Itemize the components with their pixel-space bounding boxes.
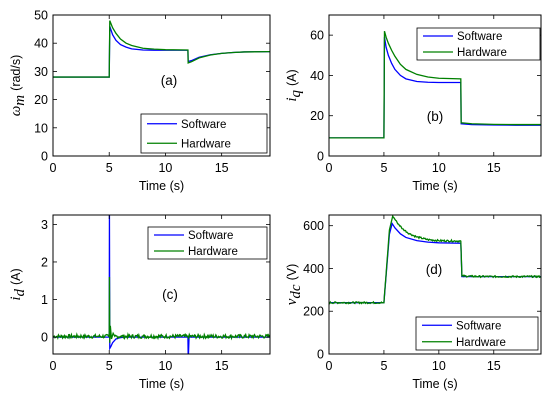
series-group [53, 20, 270, 78]
y-tick-label: 400 [303, 262, 324, 276]
chart-panel-d: 0 5 10 15 0 200 400 600 Time (s) vdc(V) (d) Softwar… [284, 214, 542, 391]
series-line-hardware [329, 30, 541, 139]
x-tick-label: 5 [380, 161, 387, 175]
x-axis-label: Time (s) [412, 179, 457, 193]
y-tick-label: 40 [310, 69, 324, 83]
legend-label-hardware: Hardware [456, 337, 506, 349]
x-tick-label: 0 [50, 359, 57, 373]
legend-box [147, 226, 268, 260]
legend-label-hardware: Hardware [188, 246, 238, 258]
axes-frame [52, 14, 271, 157]
legend: Software Hardware [140, 113, 268, 154]
series-line-hardware [53, 20, 270, 78]
y-axis-label: id(A) [8, 268, 28, 300]
axes-frame [328, 14, 542, 157]
y-tick-label: 20 [310, 109, 324, 123]
x-tick-label: 10 [158, 161, 172, 175]
legend: Software Hardware [416, 27, 541, 61]
axes-frame [328, 214, 542, 355]
series-group [329, 30, 541, 139]
y-tick-label: 0 [41, 331, 48, 345]
x-tick-label: 15 [215, 161, 229, 175]
y-tick-label: 2 [41, 255, 48, 269]
x-tick-label: 10 [432, 161, 446, 175]
y-tick-label: 50 [34, 9, 48, 23]
y-axis-label: ωm(rad/s) [8, 55, 28, 117]
legend-box [416, 27, 541, 61]
legend-label-software: Software [457, 31, 502, 43]
y-tick-label: 10 [34, 121, 48, 135]
y-tick-label: 40 [34, 37, 48, 51]
x-tick-label: 15 [487, 359, 501, 373]
y-tick-label: 20 [34, 93, 48, 107]
y-tick-label: 30 [34, 65, 48, 79]
chart-panel-c: 0 5 10 15 0 1 2 3 Time (s) id(A) (c) Software Hardwa… [8, 214, 271, 391]
x-tick-label: 0 [326, 359, 333, 373]
x-tick-label: 15 [487, 161, 501, 175]
series-group [329, 215, 541, 305]
x-tick-label: 5 [380, 359, 387, 373]
y-tick-label: 200 [303, 305, 324, 319]
axes-frame [52, 214, 271, 355]
x-tick-label: 0 [50, 161, 57, 175]
panel-label: (d) [426, 262, 443, 277]
x-axis-label: Time (s) [139, 377, 184, 391]
y-tick-label: 600 [303, 219, 324, 233]
panel-label: (c) [162, 287, 178, 302]
legend-label-hardware: Hardware [181, 138, 231, 150]
panel-label: (b) [427, 109, 444, 124]
series-line-hardware [53, 276, 270, 343]
y-tick-label: 60 [310, 29, 324, 43]
x-tick-label: 5 [106, 359, 113, 373]
legend-label-software: Software [456, 320, 501, 332]
series-line-hardware [329, 215, 541, 305]
y-axis-label: vdc(V) [284, 264, 304, 306]
chart-panel-b: 0 5 10 15 0 20 40 60 Time (s) iq(A) (b) Software Har… [284, 14, 542, 193]
y-tick-label: 1 [41, 293, 48, 307]
x-tick-label: 5 [106, 161, 113, 175]
x-tick-label: 15 [215, 359, 229, 373]
chart-panel-a: 0 5 10 15 0 10 20 30 40 50 Time (s) ωm(rad/s) (a) Sof… [8, 9, 271, 193]
legend-label-software: Software [188, 230, 233, 242]
x-tick-label: 0 [326, 161, 333, 175]
legend-label-software: Software [181, 119, 226, 131]
x-tick-label: 10 [432, 359, 446, 373]
x-tick-label: 10 [158, 359, 172, 373]
y-axis-label: iq(A) [284, 69, 304, 101]
y-tick-label: 0 [41, 150, 48, 164]
x-axis-label: Time (s) [139, 179, 184, 193]
y-tick-label: 3 [41, 218, 48, 232]
legend-box [415, 316, 539, 351]
y-tick-label: 0 [317, 348, 324, 362]
y-tick-label: 0 [317, 150, 324, 164]
legend-label-hardware: Hardware [457, 47, 507, 59]
series-group [53, 215, 270, 354]
x-axis-label: Time (s) [412, 377, 457, 391]
legend: Software Hardware [415, 316, 539, 351]
legend-box [140, 113, 268, 154]
legend: Software Hardware [147, 226, 268, 260]
panel-label: (a) [161, 73, 178, 88]
